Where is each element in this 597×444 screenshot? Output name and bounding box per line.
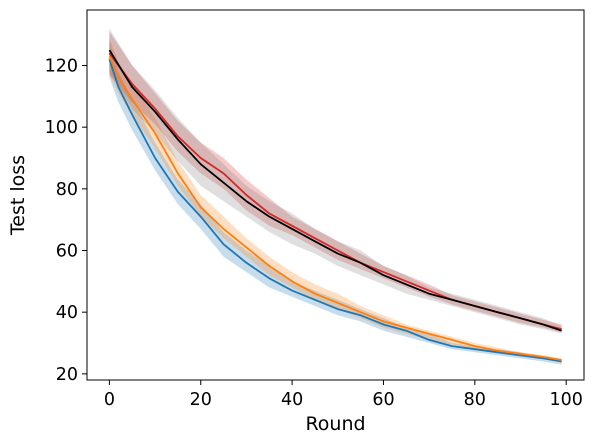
x-tick-label: 0 (104, 390, 115, 410)
x-tick-label: 20 (190, 390, 212, 410)
series-2-band (109, 37, 562, 362)
plot-frame (86, 9, 585, 381)
y-tick-label: 20 (56, 365, 78, 385)
y-tick-label: 80 (56, 180, 78, 200)
x-tick-label: 100 (549, 390, 582, 410)
y-axis-label: Test loss (7, 155, 29, 236)
confidence-bands (109, 28, 562, 365)
y-axis: 20 40 60 80 100 120 (45, 57, 87, 385)
series-lines (108, 49, 562, 363)
series-4-band (109, 28, 562, 334)
x-tick-label: 80 (464, 390, 486, 410)
y-tick-label: 100 (45, 118, 78, 138)
x-tick-label: 40 (281, 390, 303, 410)
x-axis-label: Round (305, 413, 365, 435)
y-tick-label: 40 (56, 303, 78, 323)
series-1-band (109, 40, 562, 365)
series-4-line (108, 49, 562, 332)
series-1-line (108, 59, 562, 363)
x-axis: 0 20 40 60 80 100 (104, 380, 583, 410)
y-tick-label: 60 (56, 242, 78, 262)
series-2-line (108, 55, 562, 361)
x-tick-label: 60 (372, 390, 394, 410)
y-tick-label: 120 (45, 57, 78, 77)
